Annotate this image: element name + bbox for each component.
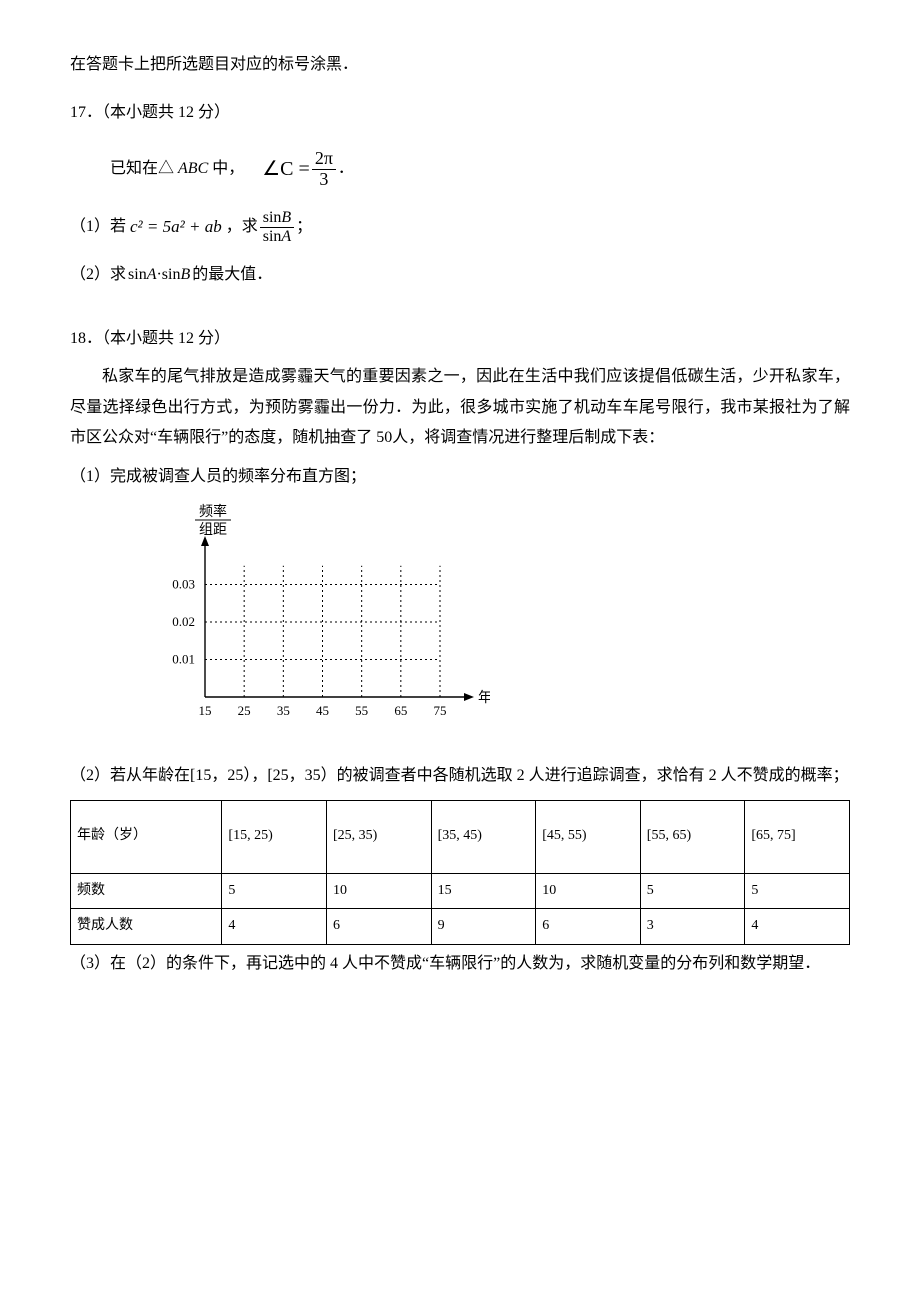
- q17-p2-expr: sinA·sinB: [128, 260, 190, 290]
- q17-frac1-num: 2π: [312, 149, 336, 170]
- table-agree-2: 9: [431, 909, 536, 945]
- q17-p1-suffix: ；: [296, 212, 312, 242]
- q17-stem-mid: 中，: [212, 154, 244, 184]
- table-h2: [25, 35): [327, 800, 432, 873]
- q17-angle: ∠C =: [262, 150, 310, 188]
- table-agree-label: 赞成人数: [71, 909, 222, 945]
- table-h5: [55, 65): [640, 800, 745, 873]
- table-freq-1: 10: [327, 873, 432, 909]
- svg-text:75: 75: [434, 703, 447, 718]
- svg-text:组距: 组距: [199, 522, 227, 538]
- svg-text:25: 25: [238, 703, 251, 718]
- table-freq-5: 5: [745, 873, 850, 909]
- q17-p1-prefix: （1）若: [70, 212, 126, 242]
- q18-body1: 私家车的尾气排放是造成雾霾天气的重要因素之一，因此在生活中我们应该提倡低碳生活，…: [70, 362, 850, 453]
- q17-p2-prefix: （2）求: [70, 260, 126, 290]
- svg-text:15: 15: [199, 703, 212, 718]
- table-freq-row: 频数 5 10 15 10 5 5: [71, 873, 850, 909]
- q17-stem-prefix: 已知在△: [110, 154, 174, 184]
- svg-text:频率: 频率: [199, 503, 227, 520]
- table-h0: 年龄（岁）: [71, 800, 222, 873]
- intro-line: 在答题卡上把所选题目对应的标号涂黑．: [70, 50, 850, 80]
- svg-text:55: 55: [355, 703, 368, 718]
- q17-title: 17．（本小题共 12 分）: [70, 98, 850, 128]
- svg-text:45: 45: [316, 703, 329, 718]
- svg-text:35: 35: [277, 703, 290, 718]
- table-agree-1: 6: [327, 909, 432, 945]
- svg-text:年龄: 年龄: [478, 690, 490, 706]
- q17-frac2-num: sinB: [260, 209, 294, 228]
- q17-p2-suffix: 的最大值．: [192, 260, 272, 290]
- table-h6: [65, 75]: [745, 800, 850, 873]
- svg-text:0.02: 0.02: [172, 614, 195, 629]
- q17-p1-mid: ，求: [226, 212, 258, 242]
- svg-text:65: 65: [394, 703, 407, 718]
- svg-text:0.01: 0.01: [172, 651, 195, 666]
- table-agree-0: 4: [222, 909, 327, 945]
- table-header-row: 年龄（岁） [15, 25) [25, 35) [35, 45) [45, 55…: [71, 800, 850, 873]
- q17-part1: （1）若 c² = 5a² + ab ，求 sinB sinA ；: [70, 209, 850, 245]
- table-freq-0: 5: [222, 873, 327, 909]
- q17-p1-eq: c² = 5a² + ab: [130, 211, 222, 243]
- q17-stem-suffix: ．: [338, 154, 354, 184]
- table-h1: [15, 25): [222, 800, 327, 873]
- svg-text:0.03: 0.03: [172, 576, 195, 591]
- histogram-svg: 频率组距 0.01 0.02 0.03 15 25 35 45 55 65 75 年龄: [130, 502, 490, 732]
- q17-frac1-den: 3: [312, 170, 336, 190]
- table-freq-4: 5: [640, 873, 745, 909]
- q17-frac2-den: sinA: [260, 228, 294, 246]
- table-freq-label: 频数: [71, 873, 222, 909]
- q18-p2: （2）若从年龄在[15，25），[25，35）的被调查者中各随机选取 2 人进行…: [70, 761, 850, 791]
- q18-p3: （3）在（2）的条件下，再记选中的 4 人中不赞成“车辆限行”的人数为，求随机变…: [70, 949, 850, 979]
- q18-p1: （1）完成被调查人员的频率分布直方图；: [70, 462, 850, 492]
- table-agree-4: 3: [640, 909, 745, 945]
- table-h3: [35, 45): [431, 800, 536, 873]
- table-agree-3: 6: [536, 909, 641, 945]
- table-agree-5: 4: [745, 909, 850, 945]
- q17-part2: （2）求 sinA·sinB 的最大值．: [70, 260, 850, 290]
- table-agree-row: 赞成人数 4 6 9 6 3 4: [71, 909, 850, 945]
- q17-stem: 已知在△ ABC 中， ∠C = 2π 3 ．: [110, 149, 850, 190]
- table-freq-2: 15: [431, 873, 536, 909]
- q18-title: 18．（本小题共 12 分）: [70, 324, 850, 354]
- table-freq-3: 10: [536, 873, 641, 909]
- q17-stem-tri: ABC: [178, 154, 208, 184]
- histogram-chart: 频率组距 0.01 0.02 0.03 15 25 35 45 55 65 75 年龄: [130, 502, 850, 743]
- survey-table: 年龄（岁） [15, 25) [25, 35) [35, 45) [45, 55…: [70, 800, 850, 945]
- table-h4: [45, 55): [536, 800, 641, 873]
